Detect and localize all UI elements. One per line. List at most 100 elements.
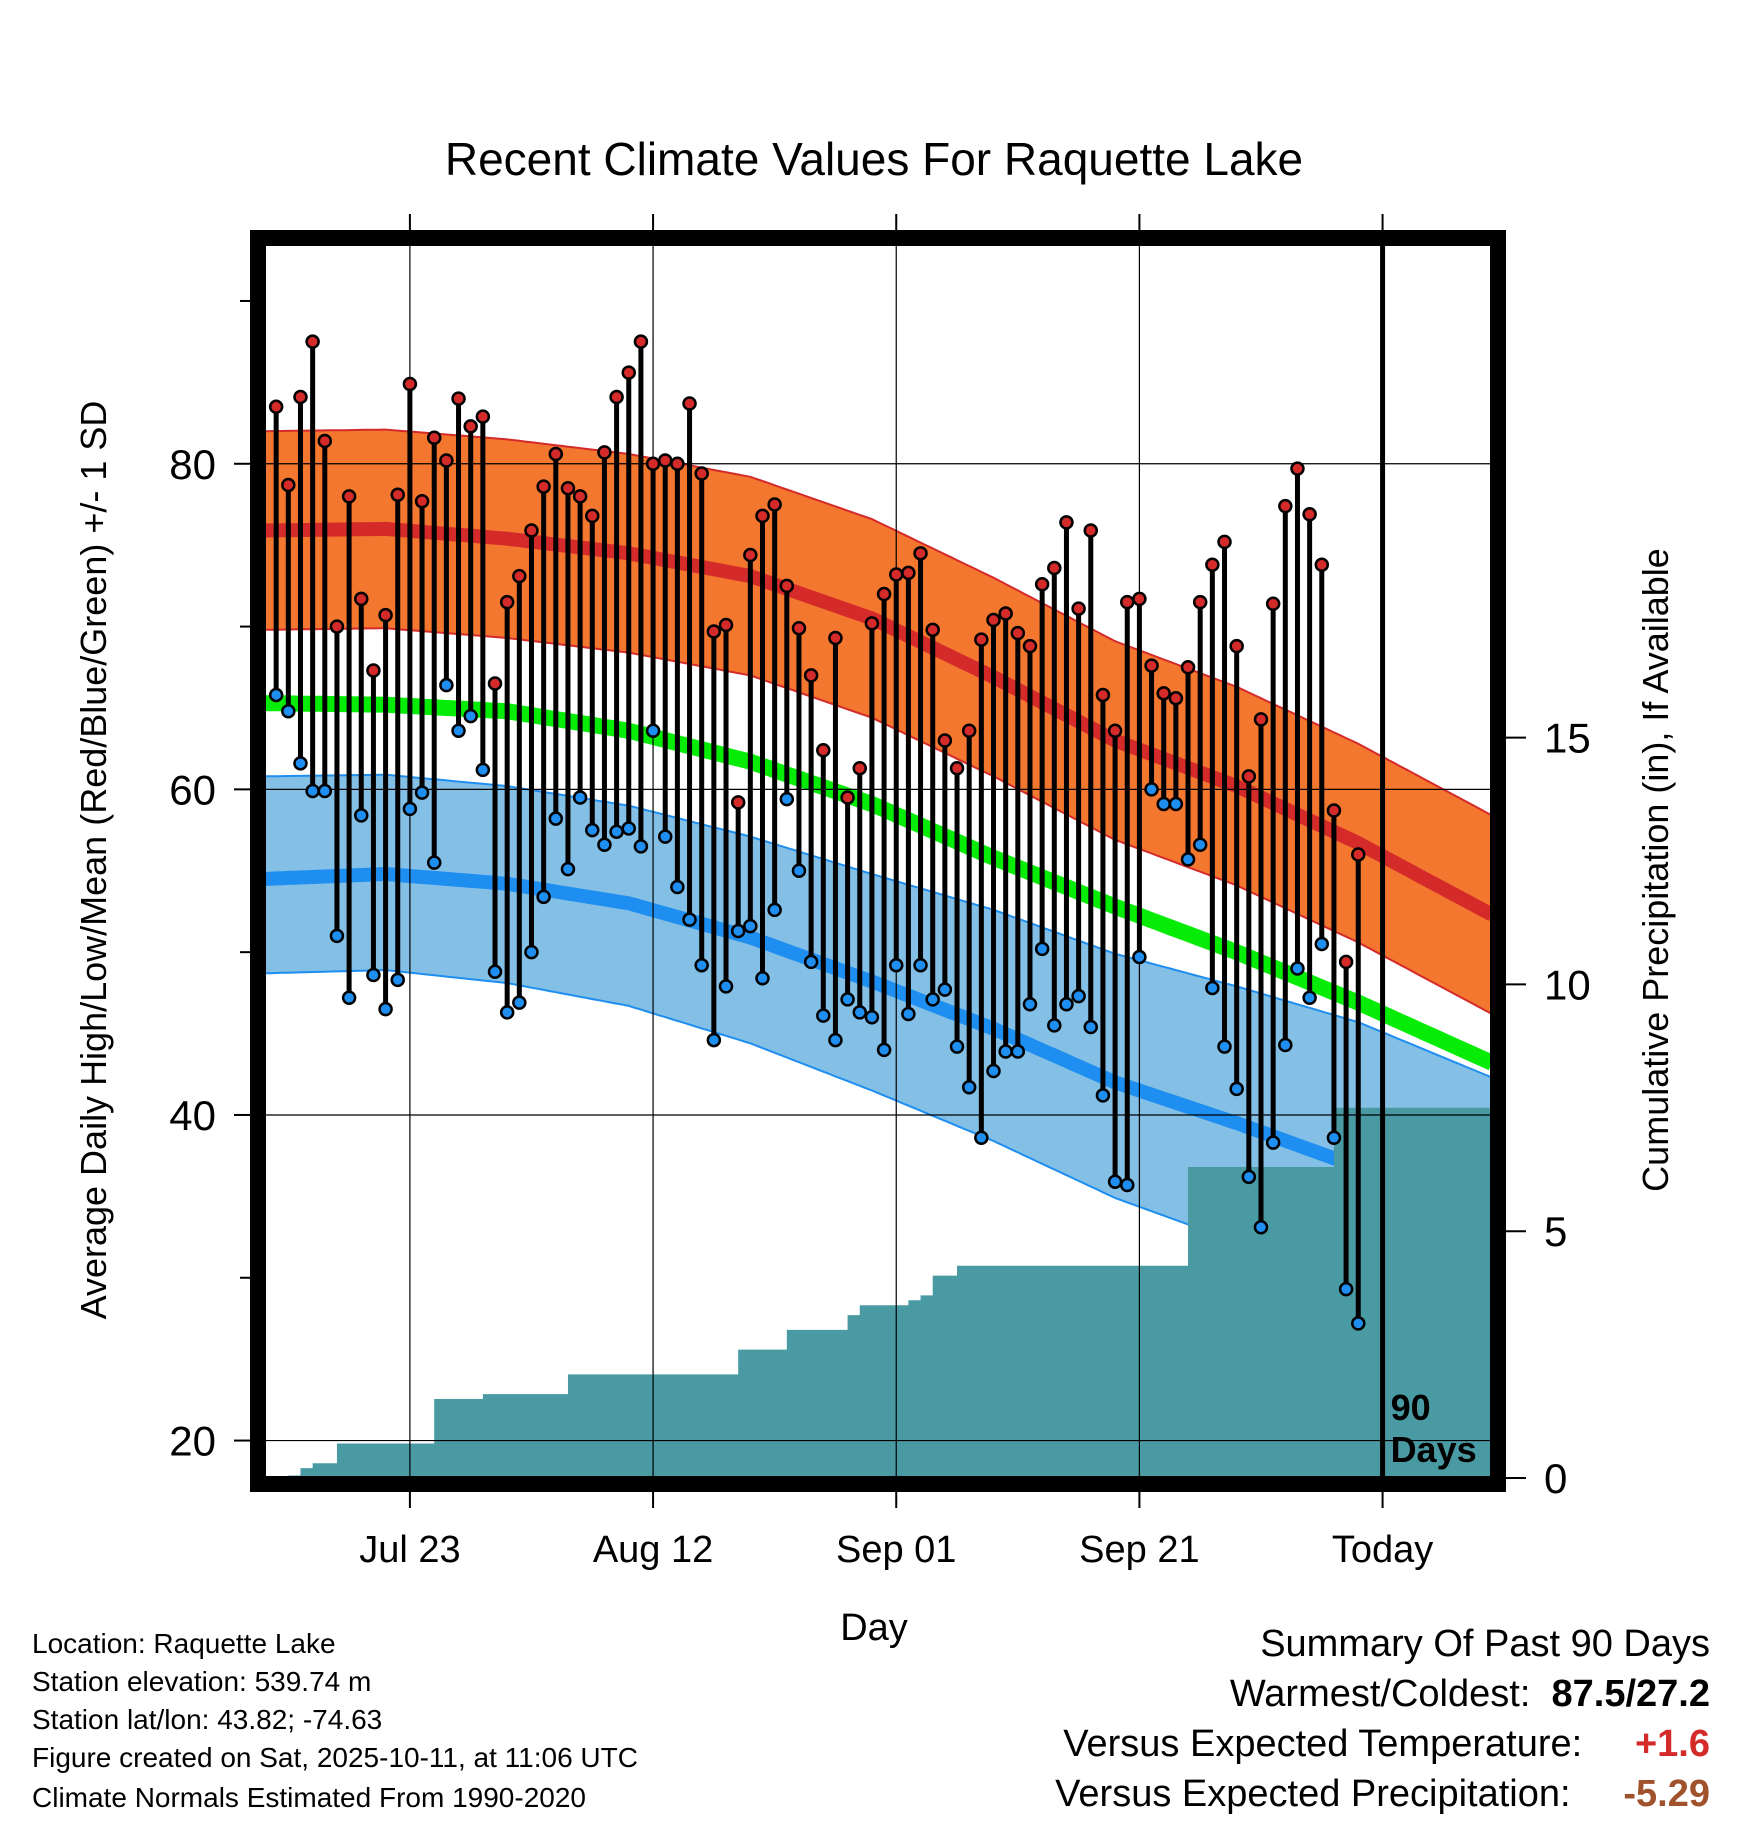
- summary-heading: Summary Of Past 90 Days: [1260, 1623, 1710, 1665]
- daily-low-point: [888, 957, 904, 973]
- daily-high-point: [512, 568, 527, 584]
- x-tick-label: Aug 12: [593, 1529, 713, 1571]
- daily-low-point: [475, 762, 491, 778]
- chart-title: Recent Climate Values For Raquette Lake: [445, 133, 1303, 185]
- daily-low-point: [585, 822, 600, 838]
- daily-low-point: [1010, 1044, 1026, 1059]
- daily-high-point: [998, 606, 1013, 621]
- daily-low-point: [986, 1063, 1001, 1079]
- daily-low-point: [268, 687, 284, 703]
- daily-low-point: [390, 972, 405, 988]
- y-tick-label: 60: [169, 766, 216, 813]
- daily-low-point: [439, 677, 454, 693]
- daily-high-point: [621, 365, 637, 380]
- daily-low-point: [901, 1006, 916, 1022]
- daily-high-point: [1290, 461, 1305, 476]
- daily-low-point: [1059, 997, 1074, 1012]
- daily-high-point: [426, 430, 442, 445]
- daily-high-point: [585, 508, 600, 524]
- daily-high-point: [1156, 686, 1171, 701]
- daily-high-point: [730, 795, 746, 810]
- daily-low-point: [670, 879, 685, 895]
- daily-low-point: [487, 964, 503, 979]
- daily-high-point: [840, 790, 855, 805]
- daily-low-point: [1083, 1019, 1099, 1035]
- cumulative-precip-area: [264, 1107, 1492, 1478]
- high-sd-band: [264, 429, 1492, 1015]
- daily-high-point: [1180, 660, 1196, 675]
- daily-high-point: [366, 663, 381, 678]
- daily-low-point: [706, 1032, 722, 1048]
- daily-low-point: [1241, 1169, 1257, 1185]
- daily-low-point: [317, 783, 333, 799]
- daily-low-point: [293, 756, 308, 771]
- daily-high-point: [718, 617, 734, 633]
- daily-high-point: [439, 453, 454, 468]
- y-tick-label: 40: [169, 1092, 216, 1139]
- daily-high-point: [1351, 847, 1366, 862]
- daily-high-point: [852, 760, 868, 776]
- x-tick-label: Jul 23: [359, 1529, 460, 1571]
- daily-high-point: [949, 760, 965, 776]
- info-elevation: Station elevation: 539.74 m: [32, 1666, 372, 1697]
- daily-low-point: [1351, 1316, 1366, 1331]
- daily-low-point: [329, 928, 345, 944]
- daily-high-point: [499, 594, 515, 610]
- info-location: Location: Raquette Lake: [32, 1628, 336, 1659]
- summary-precip-value: -5.29: [1623, 1773, 1710, 1815]
- daily-low-point: [1095, 1088, 1111, 1103]
- daily-high-point: [329, 619, 345, 634]
- y-tick-label: 20: [169, 1418, 216, 1465]
- daily-high-point: [354, 591, 369, 607]
- daily-low-point: [1034, 941, 1050, 957]
- daily-low-point: [426, 855, 442, 870]
- daily-high-point: [779, 578, 795, 594]
- daily-high-point: [524, 523, 539, 538]
- summary-temp: Versus Expected Temperature: +1.6: [1063, 1724, 1710, 1764]
- daily-low-point: [743, 918, 758, 934]
- daily-low-point: [1205, 980, 1220, 996]
- daily-low-point: [1326, 1130, 1342, 1146]
- summary-warm-cold: Warmest/Coldest: 87.5/27.2: [1230, 1674, 1710, 1714]
- daily-low-point: [1156, 796, 1171, 812]
- summary-warm-cold-label: Warmest/Coldest:: [1229, 1673, 1531, 1715]
- daily-low-point: [913, 957, 928, 973]
- daily-low-point: [718, 979, 734, 994]
- plot-frame: [250, 230, 1506, 1492]
- x-tick-label: Sep 21: [1079, 1529, 1199, 1571]
- daily-low-point: [779, 791, 795, 807]
- x-tick-label: Sep 01: [836, 1529, 956, 1571]
- daily-low-point: [633, 839, 649, 854]
- daily-high-point: [1059, 515, 1074, 530]
- daily-low-point: [378, 1001, 393, 1017]
- y-tick-label: 80: [169, 441, 216, 488]
- daily-low-point: [1180, 852, 1196, 867]
- daily-high-point: [402, 376, 418, 392]
- daily-high-point: [451, 391, 466, 406]
- daily-high-point: [1278, 498, 1293, 514]
- x-axis-label: Day: [840, 1607, 908, 1649]
- daily-low-point: [1119, 1177, 1135, 1193]
- daily-high-point: [816, 743, 831, 758]
- daily-low-point: [1192, 837, 1208, 852]
- daily-low-point: [560, 861, 576, 877]
- daily-high-point: [1241, 769, 1257, 784]
- daily-high-point: [1119, 594, 1135, 610]
- daily-high-point: [706, 624, 722, 639]
- summary-precip: Versus Expected Precipitation: -5.29: [1055, 1774, 1710, 1814]
- daily-low-point: [366, 967, 381, 983]
- daily-high-point: [925, 622, 940, 638]
- daily-high-point: [597, 445, 612, 460]
- daily-low-point: [852, 1005, 868, 1020]
- daily-high-point: [657, 453, 673, 468]
- daily-high-point: [876, 586, 892, 602]
- daily-high-point: [755, 508, 770, 524]
- daily-high-point: [1302, 506, 1317, 522]
- daily-high-point: [1132, 591, 1147, 607]
- daily-high-point: [803, 668, 819, 683]
- daily-low-point: [512, 995, 527, 1010]
- daily-low-point: [998, 1044, 1013, 1059]
- daily-low-point: [341, 990, 357, 1005]
- daily-high-point: [317, 433, 333, 449]
- daily-low-point: [767, 902, 782, 918]
